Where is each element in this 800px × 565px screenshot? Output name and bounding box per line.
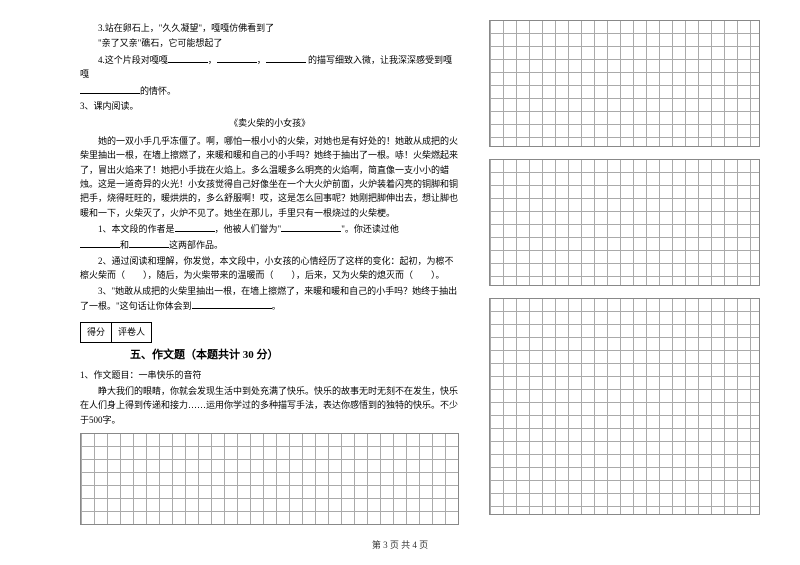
left-column: 3.站在卵石上，"久久凝望"，嘎嘎仿佛看到了 "亲了又亲"礁石，它可能想起了 4… <box>80 20 459 520</box>
inner-q1-cont: 和 这两部作品。 <box>80 237 459 252</box>
passage-title: 《卖火柴的小女孩》 <box>80 116 459 130</box>
q3-line3: 4.这个片段对嘎嘎，， 的描写细致入微，让我深深感受到嘎嘎 <box>80 52 459 82</box>
grader-label: 评卷人 <box>112 323 151 341</box>
q1-b: ，他被人们誉为" <box>215 224 282 234</box>
q3-line2: "亲了又亲"礁石，它可能想起了 <box>80 36 459 50</box>
q3-line4-text: 的情怀。 <box>140 86 176 96</box>
essay-grid-r1 <box>489 20 760 147</box>
inner-q1: 1、本文段的作者是 ，他被人们誉为" "。你还读过他 <box>80 221 459 236</box>
score-label: 得分 <box>81 323 112 341</box>
inner-q3: 3、"她敢从成把的火柴里抽出一根，在墙上擦燃了，来暖和暖和自己的小手吗？她终于抽… <box>80 284 459 314</box>
q1-d: 和 <box>120 240 129 250</box>
passage-p1: 她的一双小手几乎冻僵了。啊，哪怕一根小小的火柴，对她也是有好处的！她敢从成把的火… <box>80 134 459 220</box>
page-footer: 第 3 页 共 4 页 <box>0 538 800 551</box>
q3-label: 3、课内阅读。 <box>80 99 459 113</box>
q1-c: "。你还读过他 <box>341 224 399 234</box>
score-box: 得分 评卷人 <box>80 322 152 342</box>
q3-line4: 的情怀。 <box>80 83 459 98</box>
q3-line1: 3.站在卵石上，"久久凝望"，嘎嘎仿佛看到了 <box>80 21 459 35</box>
section-5-title: 五、作文题（本题共计 30 分） <box>130 347 459 365</box>
essay-grid-left <box>80 433 459 525</box>
essay-grid-r2 <box>489 159 760 286</box>
right-column <box>489 20 760 520</box>
essay-body: 睁大我们的眼睛，你就会发现生活中到处充满了快乐。快乐的故事无时无刻不在发生，快乐… <box>80 384 459 427</box>
q3-line3-a: 4.这个片段对嘎嘎 <box>98 55 168 65</box>
essay-question: 1、作文题目：一串快乐的音符 <box>80 368 459 382</box>
q1-a: 1、本文段的作者是 <box>98 224 175 234</box>
essay-grid-r3 <box>489 298 760 515</box>
inner-q2: 2、通过阅读和理解，你发觉，本文段中，小女孩的心情经历了这样的变化：起初，为檫不… <box>80 254 459 283</box>
q1-e: 这两部作品。 <box>169 240 223 250</box>
